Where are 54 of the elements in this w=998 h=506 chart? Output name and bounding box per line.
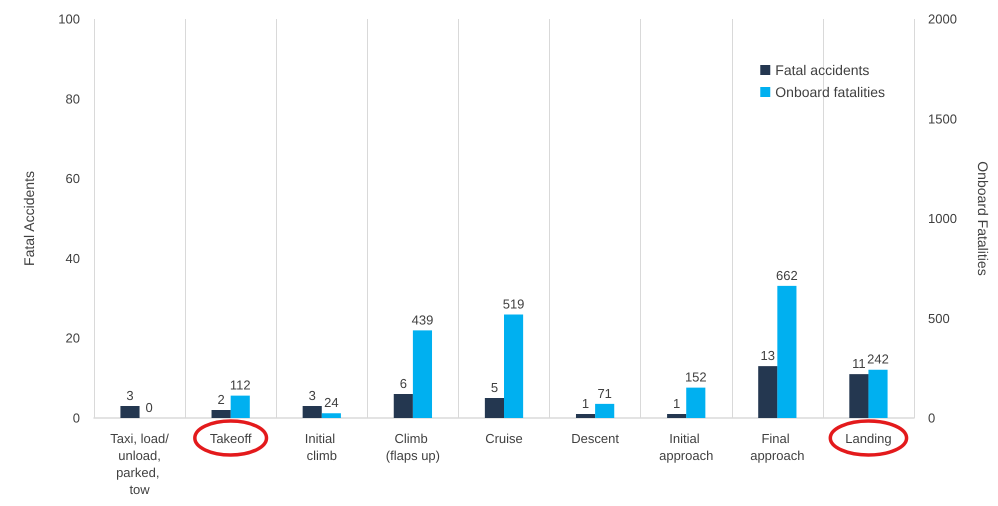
data-label: 13 xyxy=(760,348,775,364)
data-label: 519 xyxy=(502,296,524,312)
legend-label: Onboard fatalities xyxy=(775,84,886,100)
x-tick-label: Cruise xyxy=(485,431,523,446)
bar xyxy=(777,286,796,418)
y-axis-title: Fatal Accidents xyxy=(21,171,37,266)
y2-tick-label: 1000 xyxy=(928,211,957,226)
y-tick-label: 0 xyxy=(72,410,80,426)
bar xyxy=(595,404,614,418)
y2-tick-label: 2000 xyxy=(928,12,957,26)
y2-axis-title: Onboard Fatalities xyxy=(975,161,991,276)
data-label: 152 xyxy=(684,370,707,385)
bar xyxy=(302,406,322,418)
data-label: 2 xyxy=(217,392,225,408)
x-tick-label: Initial climb xyxy=(304,431,339,463)
data-label: 0 xyxy=(146,400,153,415)
data-label: 24 xyxy=(324,395,339,410)
x-tick-label: Taxi, load/ unload, parked, tow xyxy=(110,431,170,497)
bar xyxy=(484,398,504,418)
data-label: 11 xyxy=(852,356,866,372)
bar xyxy=(667,414,686,418)
x-tick-label: Climb (flaps up) xyxy=(386,431,440,463)
y-tick-label: 40 xyxy=(66,250,80,266)
bar xyxy=(686,388,706,418)
bar xyxy=(576,414,596,418)
y2-tick-label: 0 xyxy=(928,410,936,426)
x-tick-label: Initial approach xyxy=(659,431,714,463)
bar xyxy=(120,406,140,418)
data-label: 439 xyxy=(412,312,434,328)
y-tick-label: 60 xyxy=(66,171,80,186)
data-label: 3 xyxy=(308,388,316,404)
x-tick-label: Takeoff xyxy=(210,431,252,446)
data-label: 3 xyxy=(126,388,134,404)
x-tick-label: Descent xyxy=(571,431,620,446)
y-tick-label: 100 xyxy=(58,12,80,26)
legend-label: Fatal accidents xyxy=(775,62,870,78)
data-label: 71 xyxy=(597,386,612,401)
data-label: 1 xyxy=(582,396,590,412)
bar xyxy=(394,394,413,418)
data-label: 112 xyxy=(230,378,251,393)
data-label: 242 xyxy=(867,352,889,367)
data-label: 6 xyxy=(400,376,407,392)
y2-tick-label: 500 xyxy=(928,310,950,326)
y2-tick-label: 1500 xyxy=(928,111,957,126)
data-label: 1 xyxy=(673,396,680,412)
y-tick-label: 20 xyxy=(66,330,80,346)
x-tick-label: Final approach xyxy=(750,431,804,463)
x-tick-label: Landing xyxy=(845,431,892,446)
data-label: 662 xyxy=(776,268,798,283)
data-label: 5 xyxy=(490,380,498,396)
bar xyxy=(504,314,524,418)
bar xyxy=(230,396,250,418)
bar xyxy=(412,330,432,418)
y-tick-label: 80 xyxy=(66,91,80,106)
